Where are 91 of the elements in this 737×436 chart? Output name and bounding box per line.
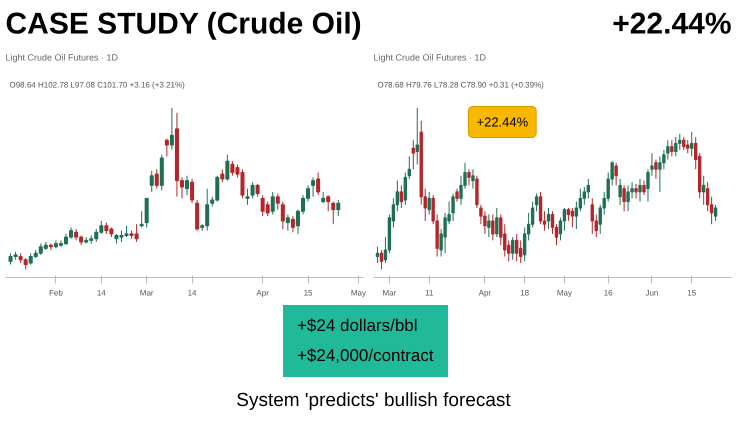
candlestick	[280, 201, 285, 230]
candlestick	[286, 214, 290, 232]
candlestick	[550, 210, 554, 234]
candlestick	[642, 180, 646, 196]
candlestick	[376, 246, 380, 264]
x-tick-label: Apr	[478, 288, 492, 298]
chart-subtitle: Light Crude Oil Futures · 1D	[374, 52, 487, 62]
candlestick	[331, 201, 336, 225]
candlestick	[650, 152, 654, 176]
candlestick	[487, 214, 491, 238]
candlestick	[638, 178, 642, 202]
candlestick	[626, 184, 630, 212]
candlestick	[276, 193, 280, 210]
annotation: +22.44%	[476, 114, 529, 130]
candlestick	[670, 140, 674, 157]
candlestick	[511, 236, 514, 260]
x-tick-label: 16	[604, 288, 614, 298]
candlestick	[634, 183, 638, 199]
chart-title: +22.44%	[612, 8, 732, 40]
text: +$24 dollars/bbl	[297, 316, 418, 335]
candlestick	[658, 156, 662, 192]
x-tick-label: 15	[304, 288, 314, 298]
chart-subtitle: Light Crude Oil Futures · 1D	[6, 52, 119, 62]
candlestick	[404, 172, 408, 206]
candlestick	[546, 208, 550, 230]
chart-title: CASE STUDY (Crude Oil)	[6, 8, 362, 40]
candlestick	[321, 191, 326, 204]
candlestick	[702, 175, 706, 206]
candlestick	[451, 193, 455, 222]
candlestick	[630, 182, 634, 199]
candlestick	[336, 199, 340, 217]
candlestick	[427, 191, 431, 215]
candlestick	[220, 168, 224, 183]
candlestick	[380, 250, 384, 270]
candlestick	[614, 162, 618, 186]
candlestick	[574, 201, 578, 230]
text: O98.64 H102.78 L97.08 C101.70 +3.16 (+3.21%)	[10, 80, 186, 90]
candlestick	[400, 184, 404, 209]
candlestick	[270, 191, 275, 215]
x-tick-label: Feb	[49, 288, 64, 298]
candlestick	[154, 168, 159, 190]
x-tick-label: Mar	[140, 288, 154, 298]
candlestick	[170, 107, 174, 150]
candlestick	[686, 140, 690, 154]
candlestick	[570, 208, 574, 228]
candlestick	[491, 214, 495, 241]
candlestick	[622, 184, 626, 212]
x-tick-label: 15	[687, 288, 697, 298]
x-tick-label: May	[350, 288, 366, 298]
candlestick	[714, 204, 718, 222]
candlestick	[150, 170, 154, 192]
candlestick	[225, 154, 230, 182]
candlestick	[250, 182, 255, 199]
x-tick-label: Apr	[256, 288, 270, 298]
x-tick-label: 11	[425, 288, 434, 298]
candlestick	[618, 178, 622, 206]
x-tick-label: 18	[520, 288, 530, 298]
candlestick	[140, 210, 144, 228]
x-tick-label: Mar	[382, 288, 397, 298]
x-tick-label: 14	[96, 288, 106, 298]
candlestick	[682, 136, 686, 150]
candlestick	[690, 132, 694, 157]
candlestick	[412, 140, 415, 170]
text: O78.68 H79.76 L78.28 C78.90 +0.31 (+0.39%)	[378, 80, 544, 90]
candlestick	[185, 175, 190, 196]
x-tick-label: May	[556, 288, 572, 298]
candlestick	[290, 216, 295, 233]
candlestick	[495, 208, 499, 238]
candlestick	[479, 204, 483, 225]
candlestick	[518, 240, 522, 264]
candlestick	[459, 175, 463, 206]
text: +$24,000/contract	[297, 346, 434, 365]
candlestick	[566, 208, 570, 222]
candlestick	[455, 188, 459, 202]
candlestick	[190, 178, 194, 204]
candlestick	[674, 136, 678, 157]
candlestick	[246, 188, 250, 206]
x-tick-label: Jun	[645, 288, 658, 298]
x-tick-label: 14	[188, 288, 198, 298]
candlestick	[467, 168, 471, 186]
candlestick	[515, 233, 518, 262]
candlestick	[654, 159, 658, 180]
text: System 'predicts' bullish forecast	[235, 389, 512, 413]
candlestick	[311, 176, 316, 198]
candlestick	[416, 107, 419, 165]
candlestick	[316, 172, 320, 196]
candlestick	[256, 183, 260, 198]
candlestick	[590, 198, 594, 234]
candlestick	[326, 194, 330, 212]
candlestick	[471, 168, 475, 190]
candlestick	[164, 138, 169, 157]
